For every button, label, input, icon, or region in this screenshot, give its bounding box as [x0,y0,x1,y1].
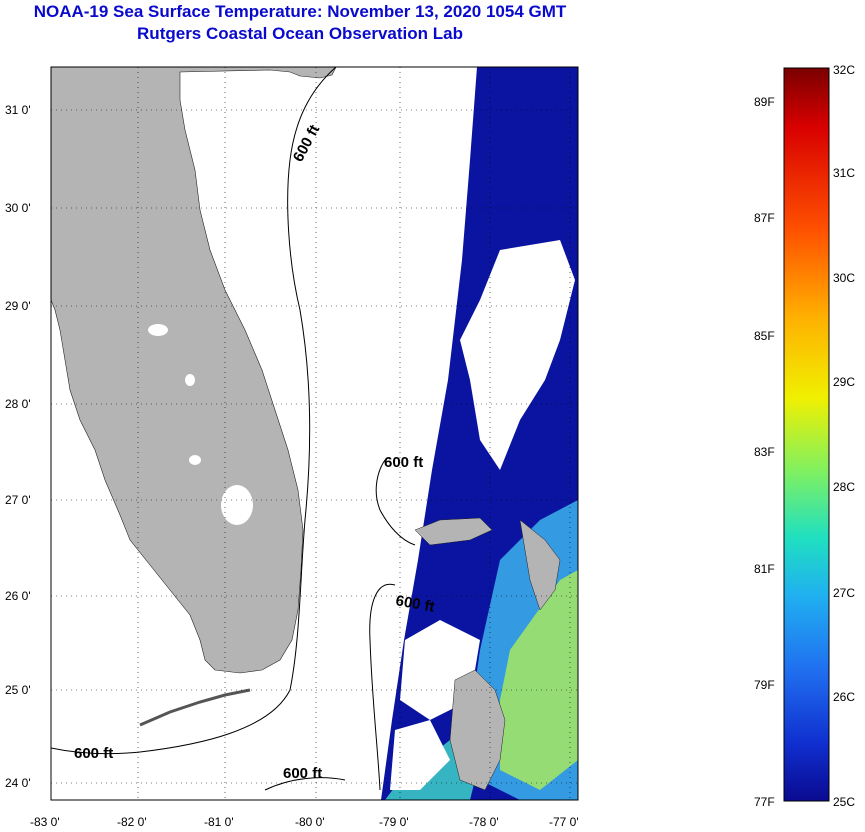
contour-label: 600 ft [394,592,436,616]
inland-lake [185,374,195,386]
colorbar-celsius-label: 28C [833,480,855,494]
lon-label: -79 0' [379,815,409,829]
colorbar-celsius-label: 31C [833,166,855,180]
lon-label: -78 0' [469,815,499,829]
florida-keys [139,688,251,727]
colorbar-fahrenheit-label: 85F [754,329,775,343]
colorbar-celsius-label: 25C [833,795,855,809]
graticule [51,67,578,800]
colorbar-celsius-label: 32C [833,63,855,77]
contour-600ft [51,67,337,755]
colorbar-fahrenheit-label: 83F [754,445,775,459]
lat-label: 28 0' [5,397,31,411]
map-frame [50,66,579,801]
colorbar-fahrenheit-label: 77F [754,795,775,809]
colorbar-celsius-label: 27C [833,586,855,600]
florida-landmass [51,67,337,674]
inland-lake [189,455,201,465]
lat-label: 24 0' [5,776,31,790]
lon-label: -77 0' [549,815,579,829]
bahamas-land [519,519,561,611]
bahamas-land [414,517,493,546]
colorbar-celsius-label: 29C [833,375,855,389]
warmest-sst-region [500,570,578,790]
map-subtitle: Rutgers Coastal Ocean Observation Lab [137,24,463,43]
colorbar-celsius-label: 26C [833,690,855,704]
lat-label: 29 0' [5,299,31,313]
map-title: NOAA-19 Sea Surface Temperature: Novembe… [33,2,567,21]
lat-label: 30 0' [5,201,31,215]
lon-label: -83 0' [30,815,60,829]
lon-label: -81 0' [204,815,234,829]
contour-600ft [264,777,346,791]
colorbar-celsius-label: 30C [833,271,855,285]
cloud-mask [390,720,450,790]
colorbar [783,67,830,802]
lake-okeechobee [221,485,253,525]
colorbar-fahrenheit-label: 81F [754,562,775,576]
lat-label: 25 0' [5,683,31,697]
contour-label: 600 ft [74,745,113,762]
colorbar-fahrenheit-label: 87F [754,211,775,225]
contour-label: 600 ft [283,765,322,782]
inland-lake [148,324,168,336]
cloud-mask [460,240,575,470]
lat-label: 27 0' [5,493,31,507]
contour-label: 600 ft [384,454,423,471]
lat-label: 31 0' [5,103,31,117]
lon-label: -82 0' [117,815,147,829]
contour-600ft [375,459,416,546]
colorbar-fahrenheit-label: 89F [754,95,775,109]
andros-island [449,669,506,791]
lon-label: -80 0' [295,815,325,829]
lat-label: 26 0' [5,589,31,603]
contour-600ft [369,583,396,791]
colorbar-fahrenheit-label: 79F [754,678,775,692]
